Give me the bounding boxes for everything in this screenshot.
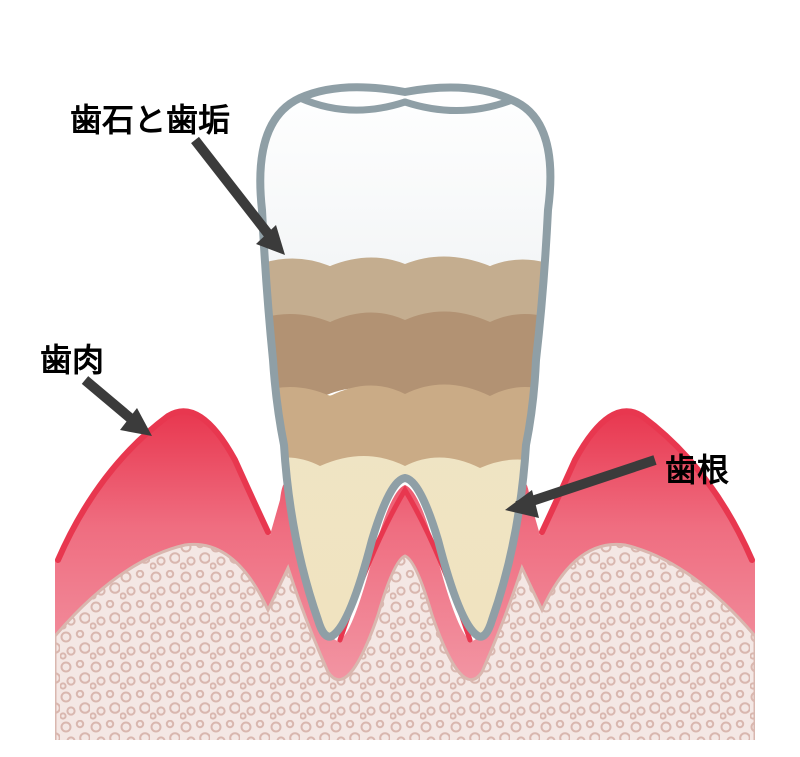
arrow-gum <box>85 380 152 436</box>
plaque-bands <box>250 256 560 470</box>
bone-shape <box>55 544 755 742</box>
diagram-canvas: 歯石と歯垢 歯肉 歯根 <box>0 0 800 757</box>
label-gum: 歯肉 <box>40 335 104 381</box>
label-root: 歯根 <box>665 445 729 491</box>
label-tartar-plaque: 歯石と歯垢 <box>70 95 230 141</box>
